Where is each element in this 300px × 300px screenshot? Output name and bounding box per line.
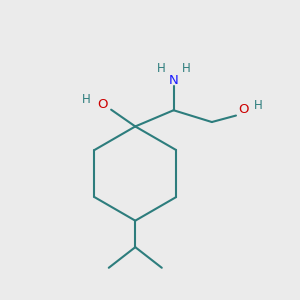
Text: H: H — [82, 93, 91, 106]
Text: H: H — [254, 99, 263, 112]
Text: H: H — [182, 61, 190, 75]
Text: N: N — [169, 74, 178, 87]
Text: O: O — [238, 103, 249, 116]
Text: H: H — [157, 61, 166, 75]
Text: O: O — [97, 98, 108, 111]
